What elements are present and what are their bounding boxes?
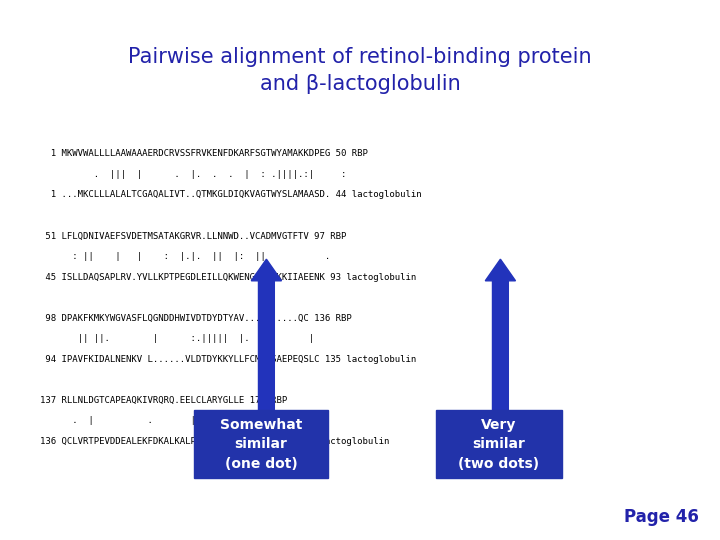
Text: 94 IPAVFKIDALNENKV L......VLDTDYKKYLLFCMENSAEPEQSLC 135 lactoglobulin: 94 IPAVFKIDALNENKV L......VLDTDYKKYLLFCM… <box>40 355 416 363</box>
Text: 136 QCLVRTPEVDDEALEKFDKALKALPMHIRLSFNPTQLEEQCHI 178 lactoglobulin: 136 QCLVRTPEVDDEALEKFDKALKALPMHIRLSFNPTQ… <box>40 437 389 445</box>
Text: .  |||  |      .  |.  .  .  |  : .||||.:|     :: . ||| | . |. . . | : .||||.:| : <box>40 170 346 179</box>
Text: 1 MKWVWALLLLAAWAAAERDCRVSSFRVKENFDKARFSGTWYAMAKKDPEG 50 RBP: 1 MKWVWALLLLAAWAAAERDCRVSSFRVKENFDKARFSG… <box>40 150 367 158</box>
Text: 45 ISLLDAQSAPLRV.YVLLKPTPEGDLEILLQKWENGECAQKKIIAEENK 93 lactoglobulin: 45 ISLLDAQSAPLRV.YVLLKPTPEGDLEILLQKWENGE… <box>40 273 416 281</box>
Text: Somewhat
similar
(one dot): Somewhat similar (one dot) <box>220 417 302 471</box>
Text: .  |          .       | |||  |: . | . | ||| | <box>40 416 233 425</box>
FancyArrow shape <box>485 259 516 413</box>
FancyBboxPatch shape <box>194 410 328 478</box>
Text: and β-lactoglobulin: and β-lactoglobulin <box>260 73 460 94</box>
Text: 1 ...MKCLLLALALTCGAQALIVT..QTMKGLDIQKVAGTWYSLAMAASD. 44 lactoglobulin: 1 ...MKCLLLALALTCGAQALIVT..QTMKGLDIQKVAG… <box>40 191 421 199</box>
Text: || ||.        |      :.|||||  |.           |: || ||. | :.||||| |. | <box>40 334 314 343</box>
Text: Pairwise alignment of retinol-binding protein: Pairwise alignment of retinol-binding pr… <box>128 46 592 67</box>
Text: Page 46: Page 46 <box>624 509 698 526</box>
Text: 137 RLLNLDGTCAPEAQKIVRQRQ.EELCLARYGLLE 170 RBP: 137 RLLNLDGTCAPEAQKIVRQRQ.EELCLARYGLLE 1… <box>40 396 287 404</box>
Text: Very
similar
(two dots): Very similar (two dots) <box>458 417 539 471</box>
FancyBboxPatch shape <box>436 410 562 478</box>
FancyArrow shape <box>251 259 282 413</box>
Text: 51 LFLQDNIVAEFSVDETMSATAKGRVR.LLNNWD..VCADMVGTFTV 97 RBP: 51 LFLQDNIVAEFSVDETMSATAKGRVR.LLNNWD..VC… <box>40 232 346 240</box>
Text: : ||    |   |    :  |.|.  ||  |:  ||           .: : || | | : |.|. || |: || . <box>40 252 330 261</box>
Text: 98 DPAKFKMKYWGVASFLQGNDDHWIVDTDYDTYAV..........QC 136 RBP: 98 DPAKFKMKYWGVASFLQGNDDHWIVDTDYDTYAV...… <box>40 314 351 322</box>
